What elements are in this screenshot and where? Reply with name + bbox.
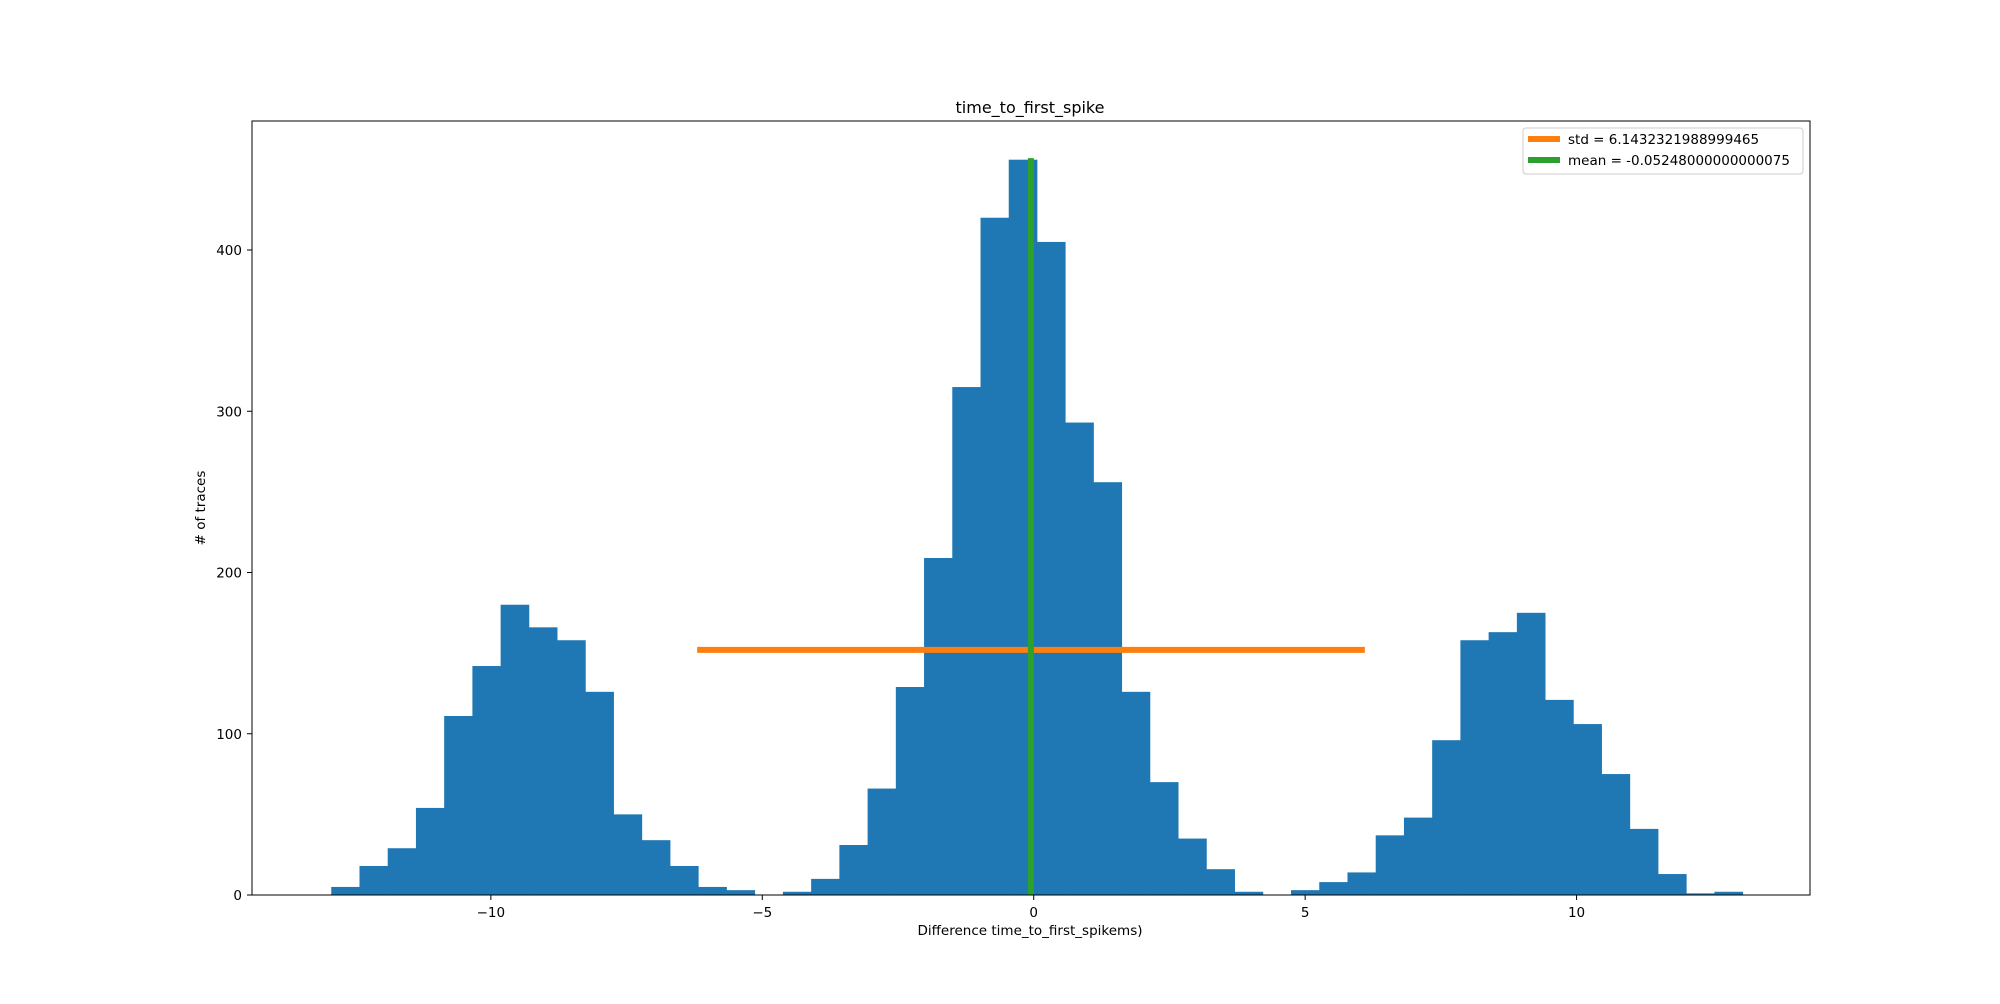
- histogram-bar: [331, 886, 360, 895]
- histogram-bar: [726, 890, 756, 895]
- histogram-bar: [387, 848, 417, 895]
- histogram-bar: [1545, 699, 1574, 895]
- y-axis-ticks: 0 100 200 300 400: [216, 243, 252, 904]
- legend-box: [1522, 127, 1804, 175]
- histogram-bar: [1488, 632, 1518, 895]
- y-axis-label: # of traces: [193, 471, 209, 546]
- x-axis-label: Difference time_to_first_spikems): [917, 923, 1142, 939]
- histogram-bar: [924, 557, 953, 895]
- histogram-bar: [670, 865, 699, 895]
- legend-label: mean = -0.05248000000000075: [1568, 153, 1790, 169]
- x-tick-label: 0: [1029, 905, 1038, 921]
- histogram-bar: [1291, 890, 1320, 895]
- reference-lines: [697, 158, 1365, 895]
- histogram-bar: [641, 840, 671, 895]
- x-tick-label: 5: [1301, 905, 1310, 921]
- plot-frame: [251, 120, 1811, 896]
- chart-title: time_to_first_spike: [956, 98, 1105, 118]
- x-tick-label: 10: [1568, 905, 1585, 921]
- x-axis-ticks: −10 −5 0 5 10: [477, 895, 1585, 921]
- histogram-bar: [1121, 691, 1151, 895]
- x-tick-label: −5: [752, 905, 772, 921]
- histogram-bar: [980, 217, 1010, 895]
- x-tick-label: −10: [477, 905, 506, 921]
- histogram-bar: [1629, 828, 1659, 895]
- histogram-bar: [1432, 740, 1461, 895]
- histogram-bar: [1460, 640, 1490, 895]
- y-tick-label: 300: [216, 404, 242, 420]
- histogram-bar: [1065, 422, 1094, 895]
- histogram-bar: [1178, 838, 1207, 895]
- histogram-bar: [952, 387, 981, 895]
- histogram-bar: [1206, 869, 1235, 895]
- histogram-bar: [415, 807, 445, 895]
- histogram-bar: [1516, 612, 1546, 895]
- histogram-bar: [1234, 891, 1264, 895]
- histogram-bar: [585, 691, 614, 895]
- y-tick-label: 100: [216, 727, 242, 743]
- histogram-bar: [1149, 782, 1179, 895]
- y-tick-label: 400: [216, 243, 242, 259]
- histogram-bar: [359, 865, 389, 895]
- histogram-bar: [557, 640, 586, 895]
- histogram-bar: [895, 686, 925, 895]
- histogram-bar: [472, 666, 502, 895]
- histogram-bar: [1347, 872, 1377, 895]
- legend-label: std = 6.1432321988999465: [1568, 132, 1759, 148]
- histogram-bar: [782, 891, 812, 895]
- histogram-bar: [444, 716, 473, 895]
- histogram-bar: [1093, 482, 1123, 895]
- histogram-bar: [500, 604, 530, 895]
- histogram-bar: [528, 627, 558, 895]
- y-tick-label: 0: [233, 888, 242, 904]
- histogram-bar: [1686, 893, 1715, 895]
- histogram-bar: [613, 814, 643, 895]
- histogram-bar: [1714, 891, 1744, 895]
- histogram-bar: [1036, 241, 1066, 895]
- histogram-bar: [1403, 817, 1433, 895]
- legend: std = 6.1432321988999465 mean = -0.052480…: [1522, 127, 1804, 175]
- histogram-bar: [1658, 874, 1687, 895]
- histogram-bar: [811, 878, 840, 895]
- histogram-bar: [1601, 774, 1631, 895]
- histogram-bar: [1573, 724, 1602, 895]
- histogram-bar: [1375, 835, 1405, 895]
- y-tick-label: 200: [216, 566, 242, 582]
- histogram-bar: [698, 886, 727, 895]
- histogram-bars: [331, 159, 1744, 895]
- histogram-bar: [1319, 882, 1348, 895]
- histogram-bar: [867, 788, 897, 895]
- histogram-bar: [839, 845, 868, 895]
